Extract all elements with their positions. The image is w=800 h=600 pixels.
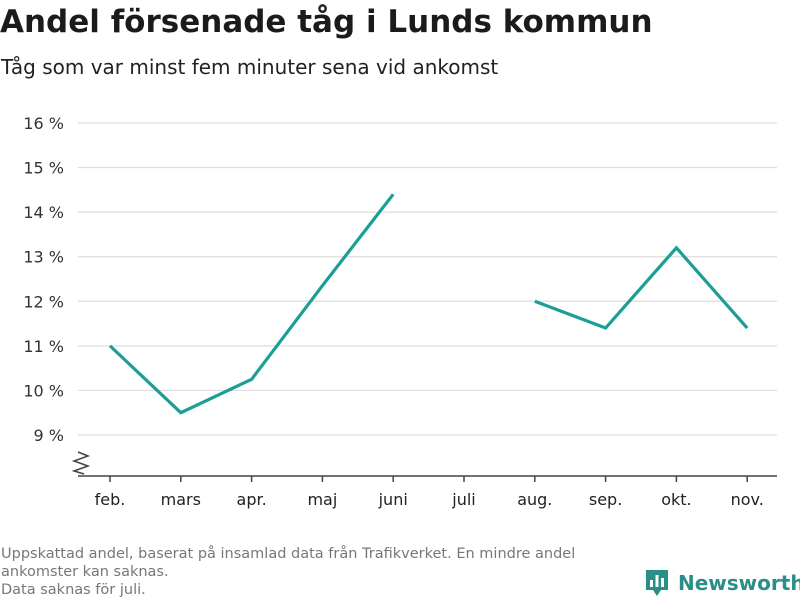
series-line-segment: [108, 193, 395, 415]
y-tick-label: 14 %: [23, 203, 64, 222]
y-tick-label: 13 %: [23, 248, 64, 267]
y-tick-label: 9 %: [34, 426, 64, 445]
series-lines: [108, 193, 749, 415]
brand-name: Newsworthy: [678, 571, 800, 595]
line-chart: 9 % 10 % 11 % 12 % 13 % 14 % 15 % 16 % feb. mars…: [23, 114, 777, 509]
y-tick-label: 11 %: [23, 337, 64, 356]
x-tick-label: mars: [161, 490, 201, 509]
x-tick-label: sep.: [589, 490, 622, 509]
footer-note: Uppskattad andel, baserat på insamlad da…: [1, 545, 631, 599]
bar-chart-logo-icon: [646, 570, 668, 596]
chart-title: Andel försenade tåg i Lunds kommun: [0, 4, 653, 40]
footer-note-line-1: Uppskattad andel, baserat på insamlad da…: [1, 546, 576, 580]
x-axis: [71, 451, 777, 477]
x-tick-label: okt.: [661, 490, 691, 509]
x-tick-label: aug.: [517, 490, 552, 509]
y-tick-label: 10 %: [23, 381, 64, 400]
y-tick-label: 16 %: [23, 114, 64, 133]
y-axis-tick-labels: 9 % 10 % 11 % 12 % 13 % 14 % 15 % 16 %: [23, 114, 64, 445]
grid-lines: [78, 122, 777, 436]
x-tick-label: nov.: [731, 490, 764, 509]
brand-logo[interactable]: Newsworthy: [644, 568, 800, 598]
x-tick-label: juli: [451, 490, 475, 509]
x-tick-label: juni: [378, 490, 408, 509]
footer-note-line-2: Data saknas för juli.: [1, 582, 146, 598]
x-tick-label: feb.: [95, 490, 126, 509]
series-line-segment: [534, 245, 749, 330]
x-axis-tick-labels: feb. mars apr. maj juni juli aug. sep. okt. nov.: [95, 476, 764, 509]
y-tick-label: 12 %: [23, 292, 64, 311]
x-tick-label: apr.: [237, 490, 267, 509]
x-tick-label: maj: [307, 490, 337, 509]
chart-subtitle: Tåg som var minst fem minuter sena vid a…: [1, 55, 499, 79]
y-tick-label: 15 %: [23, 159, 64, 178]
axis-break-icon: [71, 451, 91, 475]
